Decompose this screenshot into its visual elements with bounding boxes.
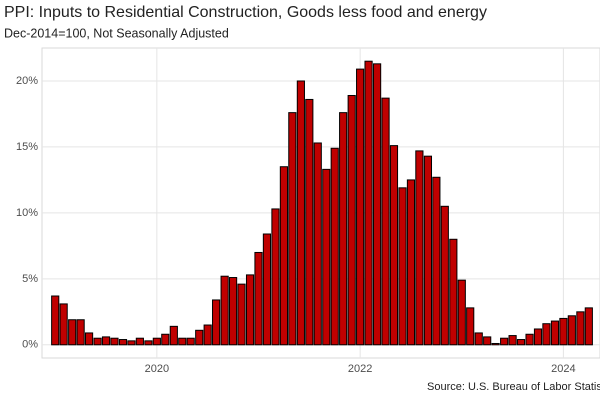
bar [415,150,424,346]
bar [466,307,475,346]
x-tick-label: 2024 [551,363,575,375]
bar [195,329,204,346]
bar [76,319,85,346]
caption: Source: U.S. Bureau of Labor Statistics [427,381,600,393]
bar [51,295,60,346]
bar [559,317,568,346]
bar [313,142,322,346]
bar [330,147,339,346]
y-tick-label: 0% [22,339,38,351]
bar [279,166,288,346]
bar [381,97,390,346]
bar [271,208,280,346]
bar [228,277,238,346]
bar [59,303,68,346]
bar [254,251,263,346]
bar [339,112,348,346]
y-tick-label: 10% [16,207,38,219]
bar [500,337,509,346]
y-tick-label: 20% [16,75,38,87]
bar [457,279,466,346]
bar [567,315,576,346]
bar [508,335,517,346]
bar [491,342,500,346]
chart-subtitle: Dec-2014=100, Not Seasonally Adjusted [4,26,229,40]
bar [440,205,449,346]
bar [296,80,305,346]
bar [178,337,187,346]
bar [423,155,433,346]
bar [237,283,246,346]
bar [118,339,128,346]
y-tick-label: 5% [22,273,38,285]
bar [449,238,458,346]
bar [152,337,161,346]
bar [68,319,77,346]
bar [516,339,526,346]
bar [576,311,585,346]
bar [483,336,492,346]
bar [364,60,373,346]
bar [584,307,593,346]
bar [186,337,195,346]
x-tick-label: 2020 [145,363,169,375]
bar [533,328,543,346]
x-tick-label: 2022 [348,363,372,375]
bar [525,333,534,346]
bar [356,68,365,346]
bar [542,323,551,346]
bar [406,179,416,346]
chart-title: PPI: Inputs to Residential Construction,… [4,4,487,21]
bar [550,320,560,346]
bar [161,333,170,346]
bar [262,233,272,346]
bar [101,336,111,346]
bar [169,325,178,346]
bar [84,332,94,346]
bar [347,94,356,346]
bar [245,274,255,346]
bar [220,275,229,346]
bar [322,168,331,346]
bar [144,340,153,346]
bar [373,63,382,346]
bar [93,337,102,346]
bar [110,337,119,346]
bar [432,176,441,346]
bar [135,337,144,346]
bar [389,145,399,346]
y-tick-label: 15% [16,141,38,153]
bar [127,340,136,346]
bar [398,187,407,346]
bar [288,112,297,346]
bar [212,299,221,346]
bar [203,324,212,346]
bar [305,98,314,346]
bar [474,332,483,346]
